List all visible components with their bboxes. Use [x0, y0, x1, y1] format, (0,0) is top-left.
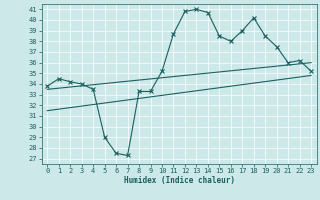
X-axis label: Humidex (Indice chaleur): Humidex (Indice chaleur) — [124, 176, 235, 185]
